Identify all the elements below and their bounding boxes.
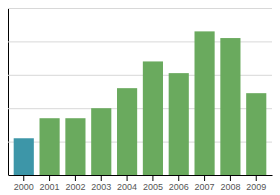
x-tick-label: 2002 xyxy=(65,182,85,192)
tick-mark xyxy=(152,175,153,181)
x-tick-label: 2001 xyxy=(40,182,60,192)
tick-mark xyxy=(101,175,102,181)
x-tick-label: 2009 xyxy=(246,182,266,192)
x-tick: 2009 xyxy=(246,175,266,192)
x-tick: 2003 xyxy=(91,175,111,192)
x-tick-label: 2004 xyxy=(117,182,137,192)
y-tick xyxy=(8,175,272,176)
chart: 2000 2001 2002 2003 2004 2005 2006 2007 2008 2009 xyxy=(0,0,280,195)
tick-mark xyxy=(23,175,24,181)
x-tick-label: 2000 xyxy=(14,182,34,192)
bar xyxy=(40,118,60,175)
tick-mark xyxy=(204,175,205,181)
bar xyxy=(14,138,34,175)
x-tick: 2000 xyxy=(14,175,34,192)
x-axis-line xyxy=(9,175,273,176)
x-tick: 2006 xyxy=(169,175,189,192)
x-tick-label: 2003 xyxy=(91,182,111,192)
x-tick: 2007 xyxy=(195,175,215,192)
tick-mark xyxy=(127,175,128,181)
x-tick: 2008 xyxy=(220,175,240,192)
bar xyxy=(117,88,137,175)
x-tick: 2002 xyxy=(65,175,85,192)
bar xyxy=(169,73,189,175)
tick-mark xyxy=(49,175,50,181)
x-tick: 2001 xyxy=(40,175,60,192)
x-tick-label: 2008 xyxy=(220,182,240,192)
grid-line xyxy=(8,175,272,176)
x-tick-label: 2007 xyxy=(195,182,215,192)
x-tick-label: 2006 xyxy=(169,182,189,192)
tick-mark xyxy=(178,175,179,181)
x-axis: 2000 2001 2002 2003 2004 2005 2006 2007 2008 2009 xyxy=(9,175,273,192)
tick-mark xyxy=(256,175,257,181)
x-tick: 2004 xyxy=(117,175,137,192)
x-tick: 2005 xyxy=(143,175,163,192)
tick-mark xyxy=(230,175,231,181)
x-tick-label: 2005 xyxy=(143,182,163,192)
bar xyxy=(91,108,111,175)
bar xyxy=(65,118,85,175)
grid-line xyxy=(8,8,272,9)
y-axis xyxy=(8,9,272,176)
bar xyxy=(195,31,215,175)
plot: 2000 2001 2002 2003 2004 2005 2006 2007 2008 2009 xyxy=(8,9,273,193)
bar xyxy=(220,38,240,175)
tick-mark xyxy=(75,175,76,181)
bar xyxy=(143,61,163,175)
y-tick xyxy=(8,8,272,9)
bar xyxy=(246,93,266,175)
bars xyxy=(14,31,267,175)
y-axis-line xyxy=(9,9,273,176)
